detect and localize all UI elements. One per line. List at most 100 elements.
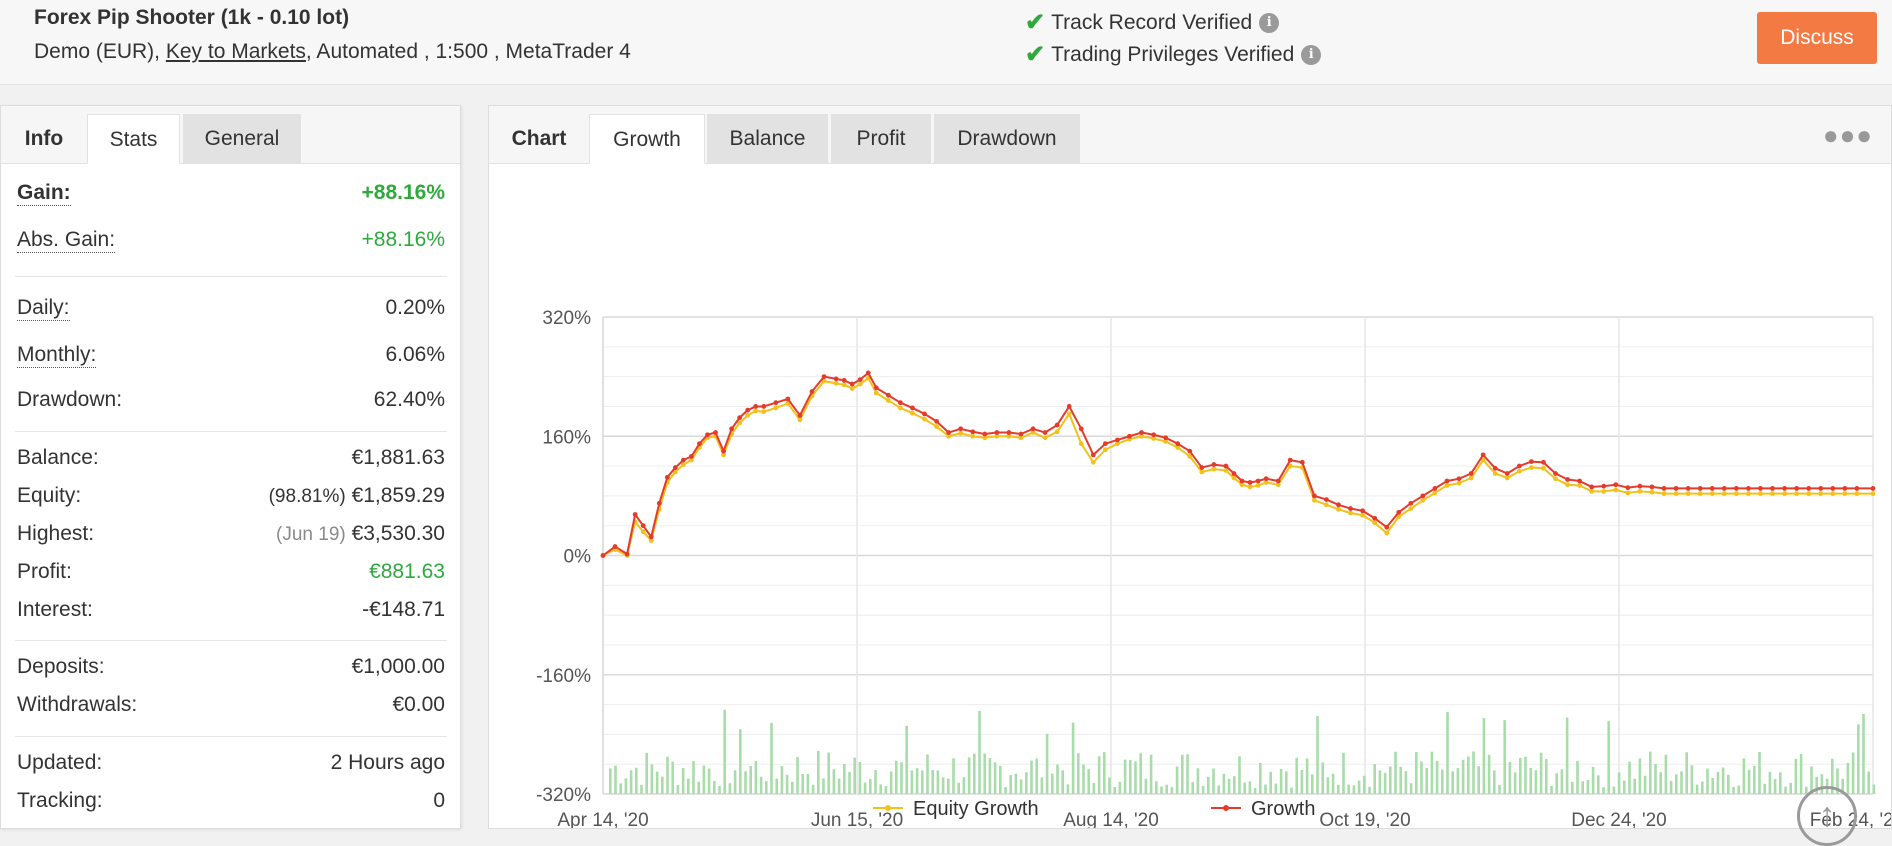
volume-bar (1701, 781, 1704, 794)
equity-growth-point (1770, 491, 1775, 497)
volume-bar (1004, 787, 1007, 794)
equity-growth-point (1456, 480, 1462, 486)
chart-legend[interactable]: Equity Growth Growth (873, 798, 1315, 820)
equity-growth-point (1746, 491, 1751, 497)
volume-bar (1129, 760, 1132, 794)
stat-label[interactable]: Monthly: (17, 342, 97, 368)
volume-bar (1841, 778, 1844, 794)
volume-bar (754, 761, 758, 794)
volume-bar (1472, 751, 1475, 794)
tab-balance[interactable]: Balance (707, 114, 828, 164)
growth-point (1432, 486, 1438, 491)
volume-bar (1118, 781, 1122, 794)
volume-bar (1441, 769, 1444, 794)
volume-bar (1207, 776, 1210, 794)
divider (15, 431, 447, 432)
highest-date: (Jun 19) (276, 524, 346, 545)
tab-general[interactable]: General (183, 114, 301, 164)
discuss-button[interactable]: Discuss (1757, 12, 1877, 64)
volume-bar (1305, 758, 1309, 794)
broker-link[interactable]: Key to Markets (165, 40, 306, 63)
volume-bar (1680, 771, 1683, 794)
tab-growth[interactable]: Growth (589, 114, 705, 164)
equity-growth-point (1870, 491, 1876, 497)
equity-growth-point (1637, 489, 1643, 494)
stat-value: €1,881.63 (351, 446, 445, 469)
growth-point (970, 429, 976, 435)
volume-bar (1264, 784, 1267, 794)
stats-panel: Info Stats General Gain: +88.16% Abs. Ga… (0, 105, 461, 829)
more-options-icon[interactable]: ●●● (1822, 120, 1873, 150)
volume-bar (1753, 765, 1756, 794)
volume-bar (1711, 777, 1714, 794)
growth-point (1685, 486, 1691, 491)
scroll-top-icon[interactable]: ↑ (1797, 786, 1857, 846)
volume-bar (1097, 756, 1101, 794)
growth-point (1870, 486, 1876, 491)
tab-drawdown[interactable]: Drawdown (934, 114, 1080, 164)
equity-growth-point (1372, 520, 1378, 526)
volume-bar (650, 764, 654, 794)
volume-bar (1815, 776, 1818, 794)
stat-label[interactable]: Gain: (17, 180, 71, 206)
growth-point (898, 400, 903, 406)
legend-item[interactable]: Equity Growth (913, 798, 1039, 820)
growth-point (729, 426, 735, 432)
volume-bar (978, 710, 981, 794)
stat-label[interactable]: Daily: (17, 295, 70, 321)
equity-growth-point (821, 378, 827, 384)
volume-bar (1368, 786, 1371, 794)
equity-growth-point (689, 457, 694, 463)
volume-bar (1565, 717, 1569, 794)
equity-growth-point (1408, 506, 1414, 511)
volume-bar (1446, 711, 1449, 794)
equity-growth-point (1758, 491, 1763, 497)
stat-value: +88.16% (361, 181, 446, 204)
volume-bar (1732, 786, 1735, 794)
stat-label[interactable]: Abs. Gain: (17, 227, 116, 253)
growth-point (705, 432, 710, 438)
volume-bar (1238, 756, 1241, 794)
stat-tracking: Tracking: 0 (17, 786, 445, 816)
y-tick-label: 160% (542, 427, 591, 448)
volume-bar (863, 782, 867, 794)
stat-label: Balance: (17, 446, 99, 469)
volume-bar (624, 778, 628, 794)
equity-growth-point (1432, 490, 1438, 496)
info-icon[interactable]: i (1259, 12, 1280, 33)
stat-gain: Gain: +88.16% (17, 178, 445, 208)
volume-bar (1404, 771, 1408, 794)
stat-deposits: Deposits: €1,000.00 (17, 652, 445, 682)
equity-growth-point (753, 408, 759, 414)
volume-bar (1664, 754, 1668, 794)
equity-growth-point (1066, 411, 1072, 417)
volume-bar (853, 757, 856, 794)
volume-bar (858, 761, 862, 794)
equity-growth-point (1830, 491, 1836, 497)
volume-bar (1581, 781, 1584, 794)
equity-growth-point (1420, 497, 1426, 503)
volume-bar (827, 752, 830, 794)
stat-value: €0.00 (392, 693, 445, 716)
growth-chart: 320% 160% 0% -160% -320% Apr 14, '20 Jun 15, … (536, 308, 1891, 828)
volume-bar (1789, 782, 1792, 794)
stat-value: +88.16% (361, 228, 446, 251)
growth-point (910, 405, 915, 411)
volume-bar (879, 784, 882, 794)
growth-point (1263, 476, 1269, 482)
growth-point (672, 465, 678, 470)
volume-bar (1742, 758, 1746, 794)
volume-bar (1035, 758, 1038, 794)
volume-bar (681, 768, 685, 794)
volume-bar (1597, 775, 1600, 794)
equity-growth-point (680, 462, 686, 467)
info-icon[interactable]: i (1301, 44, 1322, 65)
growth-point (1199, 465, 1205, 470)
equity-growth-point (1263, 480, 1269, 485)
tab-stats[interactable]: Stats (87, 114, 180, 164)
tab-profit[interactable]: Profit (831, 114, 931, 164)
volume-bar (1040, 777, 1044, 794)
volume-bar (1425, 768, 1428, 794)
legend-item[interactable]: Growth (1251, 798, 1315, 820)
growth-point (1247, 480, 1253, 485)
